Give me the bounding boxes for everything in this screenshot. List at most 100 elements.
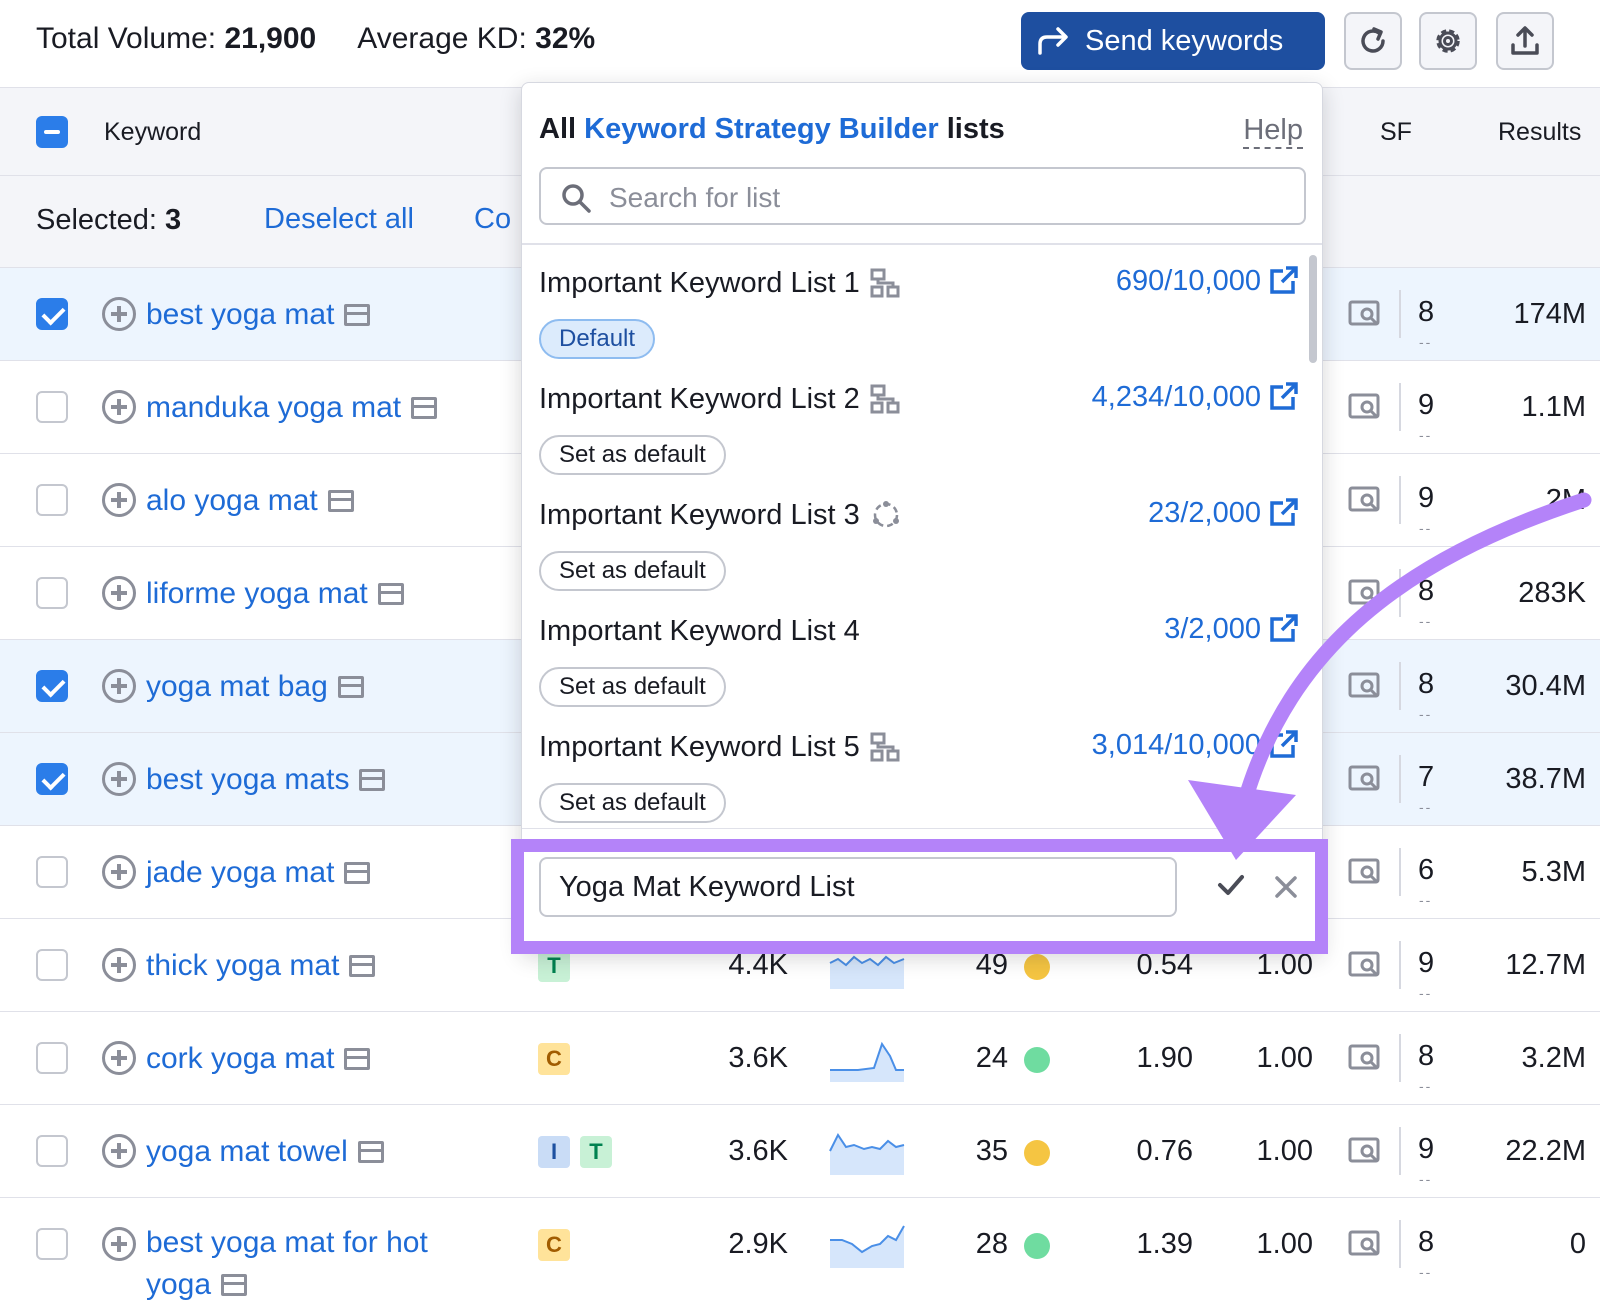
keyword-link[interactable]: best yoga mat for hot yoga bbox=[146, 1226, 428, 1301]
export-button[interactable] bbox=[1496, 12, 1554, 70]
add-keyword-icon[interactable] bbox=[102, 576, 136, 610]
serp-icon[interactable] bbox=[359, 769, 386, 791]
list-count[interactable]: 23/2,000 bbox=[1148, 497, 1299, 530]
serp-features-icon[interactable] bbox=[1348, 672, 1380, 698]
intent-badge[interactable]: T bbox=[538, 950, 570, 982]
row-checkbox[interactable] bbox=[36, 949, 68, 981]
keyword-link[interactable]: best yoga mats bbox=[146, 761, 386, 799]
keyword-link[interactable]: best yoga mat bbox=[146, 296, 371, 334]
intent-badge[interactable]: I bbox=[538, 1136, 570, 1168]
serp-icon[interactable] bbox=[344, 862, 371, 884]
keyword-link[interactable]: cork yoga mat bbox=[146, 1040, 371, 1078]
list-name[interactable]: Important Keyword List 1 bbox=[539, 267, 900, 300]
serp-features-icon[interactable] bbox=[1348, 393, 1380, 419]
results-column-header[interactable]: Results bbox=[1498, 118, 1582, 146]
row-checkbox[interactable] bbox=[36, 298, 68, 330]
list-item[interactable]: Important Keyword List 4 3/2,000 Set as … bbox=[539, 613, 1299, 729]
list-count[interactable]: 3/2,000 bbox=[1164, 613, 1299, 646]
serp-icon[interactable] bbox=[349, 955, 376, 977]
list-count[interactable]: 4,234/10,000 bbox=[1092, 381, 1299, 414]
settings-button[interactable] bbox=[1419, 12, 1477, 70]
list-count[interactable]: 3,014/10,000 bbox=[1092, 729, 1299, 762]
add-keyword-icon[interactable] bbox=[102, 1134, 136, 1168]
serp-icon[interactable] bbox=[411, 397, 438, 419]
row-checkbox[interactable] bbox=[36, 1228, 68, 1260]
sf-column-header[interactable]: SF bbox=[1380, 118, 1412, 146]
keyword-link[interactable]: liforme yoga mat bbox=[146, 575, 404, 613]
external-link-icon bbox=[1270, 382, 1298, 410]
sf-count: 8 bbox=[1418, 1226, 1435, 1258]
serp-icon[interactable] bbox=[221, 1274, 248, 1296]
keyword-column-header[interactable]: Keyword bbox=[104, 118, 202, 146]
list-name[interactable]: Important Keyword List 5 bbox=[539, 731, 900, 764]
add-keyword-icon[interactable] bbox=[102, 669, 136, 703]
list-count[interactable]: 690/10,000 bbox=[1116, 265, 1299, 298]
list-search-input[interactable]: Search for list bbox=[539, 167, 1306, 225]
serp-icon[interactable] bbox=[337, 676, 364, 698]
keyword-link[interactable]: thick yoga mat bbox=[146, 947, 376, 985]
keyword-link[interactable]: yoga mat towel bbox=[146, 1133, 384, 1171]
row-checkbox[interactable] bbox=[36, 856, 68, 888]
serp-features-icon[interactable] bbox=[1348, 765, 1380, 791]
add-keyword-icon[interactable] bbox=[102, 1041, 136, 1075]
list-name[interactable]: Important Keyword List 3 bbox=[539, 499, 902, 532]
confirm-icon[interactable] bbox=[1217, 873, 1245, 897]
serp-icon[interactable] bbox=[357, 1141, 384, 1163]
volume-value: 3.6K bbox=[728, 1135, 788, 1167]
row-checkbox[interactable] bbox=[36, 577, 68, 609]
refresh-button[interactable] bbox=[1344, 12, 1402, 70]
intent-badge[interactable]: C bbox=[538, 1229, 570, 1261]
dropdown-scrollbar[interactable] bbox=[1309, 255, 1317, 363]
row-checkbox[interactable] bbox=[36, 1042, 68, 1074]
intent-badge[interactable]: C bbox=[538, 1043, 570, 1075]
add-keyword-icon[interactable] bbox=[102, 948, 136, 982]
close-icon[interactable] bbox=[1274, 875, 1298, 899]
set-default-button[interactable]: Set as default bbox=[539, 667, 726, 707]
serp-features-icon[interactable] bbox=[1348, 1044, 1380, 1070]
select-all-checkbox[interactable] bbox=[36, 116, 68, 148]
serp-features-icon[interactable] bbox=[1348, 858, 1380, 884]
add-keyword-icon[interactable] bbox=[102, 390, 136, 424]
row-checkbox[interactable] bbox=[36, 763, 68, 795]
list-item[interactable]: Important Keyword List 2 4,234/10,000 Se… bbox=[539, 381, 1299, 497]
serp-icon[interactable] bbox=[344, 1048, 371, 1070]
help-link[interactable]: Help bbox=[1243, 113, 1303, 149]
serp-icon[interactable] bbox=[377, 583, 404, 605]
add-keyword-icon[interactable] bbox=[102, 762, 136, 796]
send-keywords-button[interactable]: Send keywords bbox=[1021, 12, 1325, 70]
add-keyword-icon[interactable] bbox=[102, 483, 136, 517]
keyword-link[interactable]: jade yoga mat bbox=[146, 854, 371, 892]
serp-features-icon[interactable] bbox=[1348, 1230, 1380, 1256]
serp-features-icon[interactable] bbox=[1348, 300, 1380, 326]
list-item[interactable]: Important Keyword List 1 690/10,000 Defa… bbox=[539, 265, 1299, 381]
list-item[interactable]: Important Keyword List 5 3,014/10,000 Se… bbox=[539, 729, 1299, 845]
serp-features-icon[interactable] bbox=[1348, 1137, 1380, 1163]
results-count: 0 bbox=[1569, 1228, 1586, 1260]
keyword-link[interactable]: yoga mat bag bbox=[146, 668, 364, 706]
row-checkbox[interactable] bbox=[36, 391, 68, 423]
keyword-link[interactable]: manduka yoga mat bbox=[146, 389, 438, 427]
list-name[interactable]: Important Keyword List 2 bbox=[539, 383, 900, 416]
deselect-all-link[interactable]: Deselect all bbox=[264, 203, 414, 235]
set-default-button[interactable]: Set as default bbox=[539, 551, 726, 591]
set-default-button[interactable]: Set as default bbox=[539, 783, 726, 823]
intent-badge[interactable]: T bbox=[580, 1136, 612, 1168]
add-keyword-icon[interactable] bbox=[102, 297, 136, 331]
list-name[interactable]: Important Keyword List 4 bbox=[539, 615, 860, 647]
list-item[interactable]: Important Keyword List 3 23/2,000 Set as… bbox=[539, 497, 1299, 613]
serp-features-icon[interactable] bbox=[1348, 951, 1380, 977]
row-checkbox[interactable] bbox=[36, 484, 68, 516]
serp-features-icon[interactable] bbox=[1348, 579, 1380, 605]
copy-link[interactable]: Co bbox=[474, 203, 512, 235]
new-list-name-input[interactable]: Yoga Mat Keyword List bbox=[539, 857, 1177, 917]
serp-features-icon[interactable] bbox=[1348, 486, 1380, 512]
row-checkbox[interactable] bbox=[36, 1135, 68, 1167]
set-default-button[interactable]: Set as default bbox=[539, 435, 726, 475]
serp-icon[interactable] bbox=[344, 304, 371, 326]
row-checkbox[interactable] bbox=[36, 670, 68, 702]
results-count: 283K bbox=[1518, 577, 1586, 609]
add-keyword-icon[interactable] bbox=[102, 1227, 136, 1261]
add-keyword-icon[interactable] bbox=[102, 855, 136, 889]
keyword-link[interactable]: alo yoga mat bbox=[146, 482, 354, 520]
serp-icon[interactable] bbox=[327, 490, 354, 512]
